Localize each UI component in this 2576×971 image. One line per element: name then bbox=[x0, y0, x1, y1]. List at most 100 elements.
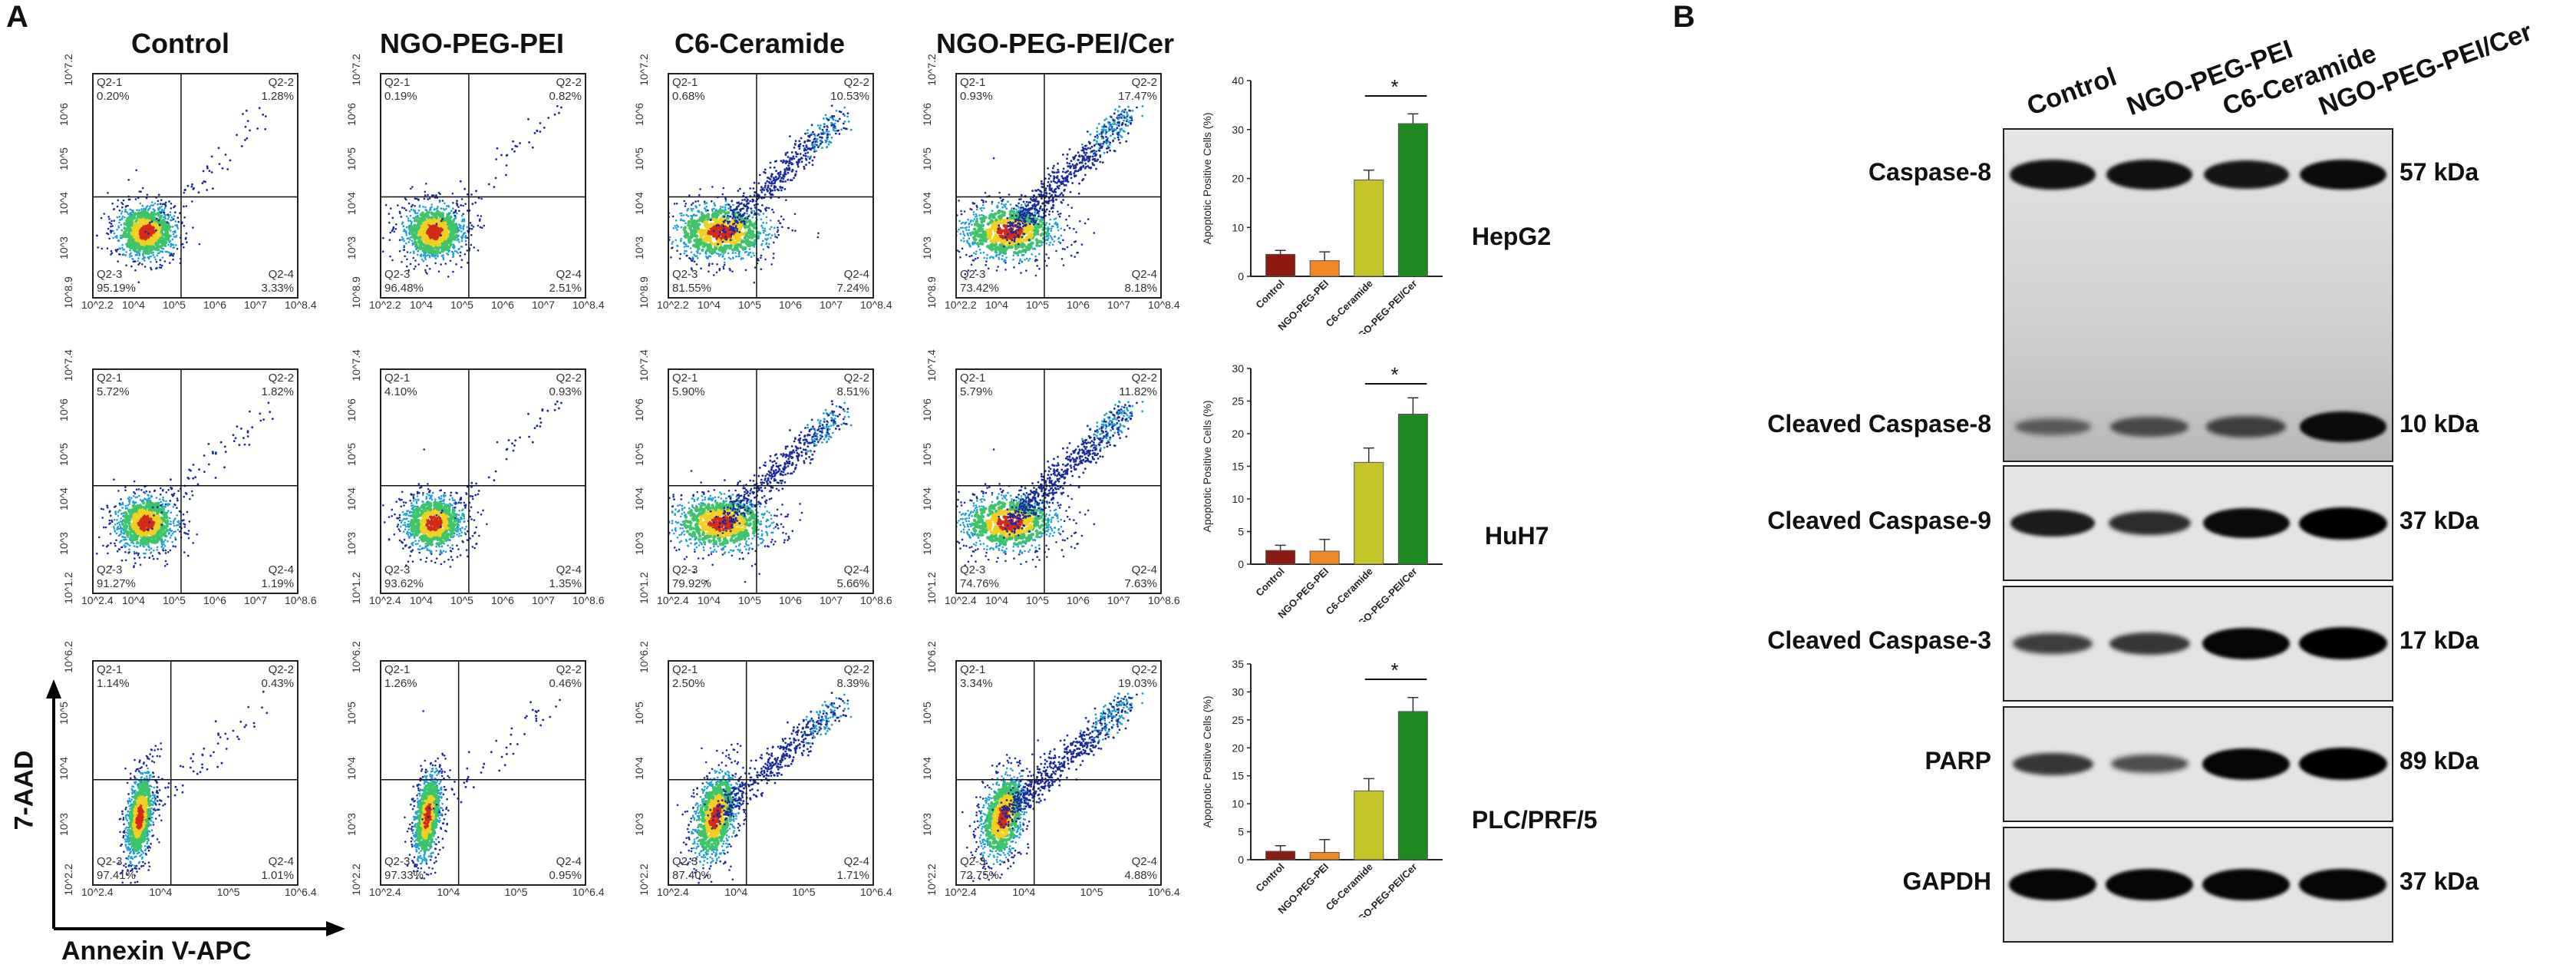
x-tick-label: 10^7 bbox=[1107, 299, 1130, 311]
y-tick-label: 15 bbox=[1232, 461, 1244, 473]
quadrant-label-4: Q2-4 4.88% bbox=[1124, 855, 1157, 883]
y-tick-label: 10^7.2 bbox=[349, 54, 362, 86]
x-tick-label: 10^5 bbox=[792, 886, 816, 898]
quadrant-label-3: Q2-3 96.48% bbox=[384, 268, 424, 296]
x-tick-label: 10^7 bbox=[820, 299, 843, 311]
x-tick-label: 10^6.4 bbox=[1148, 886, 1180, 898]
flow-plot: Q2-1 1.26% Q2-2 0.46% Q2-3 97.33% Q2-4 0.95% bbox=[380, 660, 586, 886]
cell-line-plc: PLC/PRF/5 bbox=[1472, 806, 1598, 834]
x-tick-label: 10^2.4 bbox=[945, 594, 977, 606]
quadrant-percent: 0.43% bbox=[261, 677, 294, 690]
x-tick-label: 10^7 bbox=[532, 299, 555, 311]
y-tick-label: 10^6.2 bbox=[349, 641, 362, 673]
blot-band bbox=[2108, 510, 2191, 536]
flow-scatter bbox=[94, 74, 297, 297]
blot-band bbox=[2109, 632, 2190, 655]
quadrant-percent: 97.41% bbox=[97, 869, 136, 882]
x-tick-label: 10^2.4 bbox=[369, 594, 401, 606]
y-tick-label: 10^4 bbox=[920, 192, 933, 215]
quadrant-id: Q2-3 bbox=[97, 855, 123, 868]
x-tick-label: 10^2.2 bbox=[945, 299, 977, 311]
y-tick-label: 10^3 bbox=[57, 236, 70, 259]
flow-plot: Q2-1 0.93% Q2-2 17.47% Q2-3 73.42% Q2-4 8.18% bbox=[955, 73, 1162, 299]
y-tick-label: 10^3 bbox=[345, 532, 358, 555]
quadrant-percent: 0.20% bbox=[97, 90, 130, 103]
flow-scatter bbox=[381, 662, 585, 884]
blot-label: Caspase-8 bbox=[1868, 157, 1991, 186]
quadrant-id: Q2-1 bbox=[672, 76, 698, 89]
quadrant-id: Q2-2 bbox=[556, 76, 582, 89]
quadrant-percent: 96.48% bbox=[384, 282, 424, 295]
x-tick-label: 10^8.6 bbox=[860, 594, 892, 606]
blot-label: Cleaved Caspase-8 bbox=[1767, 410, 1991, 438]
y-tick-label: 10^7.4 bbox=[925, 349, 938, 381]
x-tick-label: 10^4 bbox=[410, 299, 433, 311]
y-tick-label: 10^5 bbox=[632, 147, 645, 170]
quadrant-id: Q2-4 bbox=[268, 268, 294, 281]
quadrant-percent: 3.34% bbox=[960, 677, 993, 690]
y-tick-label: 10^4 bbox=[920, 757, 933, 780]
quadrant-label-2: Q2-2 8.39% bbox=[836, 663, 869, 691]
quadrant-percent: 5.66% bbox=[836, 577, 869, 590]
quadrant-percent: 2.51% bbox=[549, 282, 582, 295]
blot-band bbox=[2298, 748, 2387, 781]
y-tick-label: 10^5 bbox=[632, 443, 645, 466]
x-tick-label: 10^8.4 bbox=[285, 299, 317, 311]
quadrant-id: Q2-3 bbox=[97, 563, 123, 576]
quadrant-id: Q2-4 bbox=[1131, 855, 1157, 868]
quadrant-percent: 1.14% bbox=[97, 677, 130, 690]
flow-plot: Q2-1 4.10% Q2-2 0.93% Q2-3 93.62% Q2-4 1.35% bbox=[380, 368, 586, 594]
y-tick-label: 10^3 bbox=[632, 532, 645, 555]
quadrant-percent: 95.19% bbox=[97, 282, 136, 295]
y-tick-label: 10^4 bbox=[632, 487, 645, 510]
x-tick-label: 10^2.2 bbox=[657, 299, 689, 311]
bar-control bbox=[1265, 550, 1296, 565]
bar-chart-hepg2: 0 10 20 30 40 Apoptotic Positive Cells (%) Con… bbox=[1201, 74, 1443, 334]
col-head-ngo: NGO-PEG-PEI bbox=[379, 28, 565, 59]
y-tick-label: 10^3 bbox=[920, 812, 933, 836]
quadrant-id: Q2-3 bbox=[960, 563, 986, 576]
quadrant-label-1: Q2-1 1.26% bbox=[384, 663, 417, 691]
quadrant-label-1: Q2-1 0.19% bbox=[384, 76, 417, 104]
quadrant-percent: 97.33% bbox=[384, 869, 424, 882]
quadrant-id: Q2-3 bbox=[384, 563, 411, 576]
y-axis-title: Apoptotic Positive Cells (%) bbox=[1201, 696, 1213, 828]
quadrant-label-1: Q2-1 2.50% bbox=[672, 663, 705, 691]
y-tick-label: 40 bbox=[1232, 74, 1244, 87]
col-head-combo: NGO-PEG-PEI/Cer bbox=[935, 28, 1175, 59]
quadrant-label-2: Q2-2 1.82% bbox=[261, 372, 294, 399]
cell-line-huh7: HuH7 bbox=[1485, 522, 1549, 550]
quadrant-label-3: Q2-3 74.76% bbox=[960, 563, 999, 591]
y-tick-label: 10^5 bbox=[920, 443, 933, 466]
y-tick-label: 10^6 bbox=[345, 103, 358, 126]
quadrant-label-4: Q2-4 1.71% bbox=[836, 855, 869, 883]
blot-band bbox=[2299, 159, 2386, 190]
quadrant-label-4: Q2-4 1.35% bbox=[549, 563, 582, 591]
bar-chart-plc: 0 5 10 15 20 25 30 35 Apoptotic Positive Cells (… bbox=[1201, 658, 1443, 917]
flow-scatter bbox=[94, 370, 297, 593]
y-axis-title: Apoptotic Positive Cells (%) bbox=[1201, 401, 1213, 533]
y-tick-label: 0 bbox=[1238, 558, 1244, 570]
quadrant-percent: 87.40% bbox=[672, 869, 711, 882]
quadrant-percent: 10.53% bbox=[830, 90, 869, 103]
x-tick-label: 10^5 bbox=[450, 594, 473, 606]
x-tick-label: 10^7 bbox=[1107, 594, 1130, 606]
quadrant-label-2: Q2-2 10.53% bbox=[830, 76, 869, 104]
y-tick-label: 10^1.2 bbox=[637, 572, 650, 604]
x-tick-label: Control bbox=[1253, 566, 1286, 599]
x-tick-label: 10^5 bbox=[163, 594, 186, 606]
y-tick-label: 10^5 bbox=[920, 701, 933, 725]
y-tick-label: 10^8.9 bbox=[925, 276, 938, 309]
blot-band bbox=[2010, 160, 2096, 190]
x-tick-label: 10^6 bbox=[779, 299, 802, 311]
blot-band bbox=[2110, 755, 2188, 774]
y-tick-label: 10^8.9 bbox=[637, 276, 650, 309]
y-tick-label: 35 bbox=[1232, 658, 1244, 670]
quadrant-id: Q2-3 bbox=[672, 268, 698, 281]
quadrant-label-2: Q2-2 0.46% bbox=[549, 663, 582, 691]
quadrant-percent: 93.62% bbox=[384, 577, 424, 590]
quadrant-percent: 91.27% bbox=[97, 577, 136, 590]
blot-kda: 89 kDa bbox=[2400, 747, 2479, 775]
panel-a-letter: A bbox=[6, 0, 28, 34]
axis-arrows bbox=[46, 679, 345, 936]
